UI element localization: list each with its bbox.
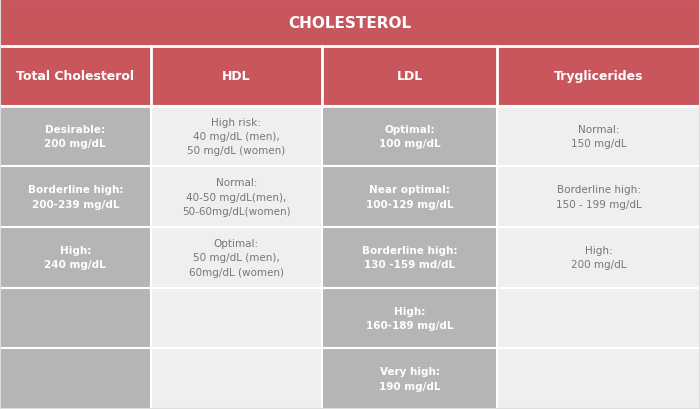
Bar [497, 167, 700, 227]
Bar [322, 288, 497, 348]
Bar [0, 227, 150, 288]
Text: Normal:
40-50 mg/dL(men),
50-60mg/dL(women): Normal: 40-50 mg/dL(men), 50-60mg/dL(wom… [182, 178, 290, 216]
Text: Borderline high:
130 -159 md/dL: Borderline high: 130 -159 md/dL [362, 245, 457, 270]
Text: Very high:
190 mg/dL: Very high: 190 mg/dL [379, 366, 440, 391]
Bar [150, 106, 322, 167]
Text: HDL: HDL [222, 70, 251, 83]
Text: Near optimal:
100-129 mg/dL: Near optimal: 100-129 mg/dL [365, 185, 454, 209]
Text: Optimal:
50 mg/dL (men),
60mg/dL (women): Optimal: 50 mg/dL (men), 60mg/dL (women) [189, 238, 284, 277]
Text: Tryglicerides: Tryglicerides [554, 70, 643, 83]
Bar [497, 348, 700, 409]
Text: LDL: LDL [396, 70, 423, 83]
Bar [150, 227, 322, 288]
Bar [150, 348, 322, 409]
Text: Desirable:
200 mg/dL: Desirable: 200 mg/dL [44, 124, 106, 149]
Bar [497, 227, 700, 288]
Bar [0, 0, 700, 47]
Text: Total Cholesterol: Total Cholesterol [16, 70, 134, 83]
Text: CHOLESTEROL: CHOLESTEROL [288, 16, 412, 31]
Bar [322, 348, 497, 409]
Text: High risk:
40 mg/dL (men),
50 mg/dL (women): High risk: 40 mg/dL (men), 50 mg/dL (wom… [187, 117, 286, 156]
Text: High:
160-189 mg/dL: High: 160-189 mg/dL [365, 306, 454, 330]
Bar [150, 167, 322, 227]
Bar [322, 227, 497, 288]
Bar [0, 47, 150, 106]
Text: High:
200 mg/dL: High: 200 mg/dL [570, 245, 626, 270]
Bar [0, 288, 150, 348]
Bar [497, 288, 700, 348]
Bar [150, 47, 322, 106]
Bar [322, 47, 497, 106]
Bar [150, 288, 322, 348]
Bar [322, 106, 497, 167]
Bar [497, 47, 700, 106]
Bar [0, 106, 150, 167]
Bar [0, 167, 150, 227]
Text: Borderline high:
200-239 mg/dL: Borderline high: 200-239 mg/dL [27, 185, 123, 209]
Bar [497, 106, 700, 167]
Text: High:
240 mg/dL: High: 240 mg/dL [44, 245, 106, 270]
Bar [322, 167, 497, 227]
Text: Optimal:
100 mg/dL: Optimal: 100 mg/dL [379, 124, 440, 149]
Text: Normal:
150 mg/dL: Normal: 150 mg/dL [570, 124, 626, 149]
Text: Borderline high:
150 - 199 mg/dL: Borderline high: 150 - 199 mg/dL [556, 185, 641, 209]
Bar [0, 348, 150, 409]
